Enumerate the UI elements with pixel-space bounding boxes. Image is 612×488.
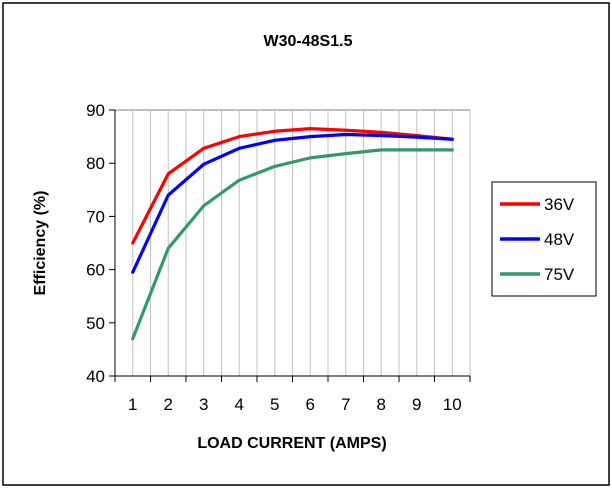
legend-label-48V: 48V — [544, 230, 575, 249]
y-tick-label: 50 — [86, 314, 105, 333]
legend: 36V 48V 75V — [491, 181, 597, 297]
y-tick-label: 80 — [86, 154, 105, 173]
x-tick-label: 10 — [443, 395, 462, 414]
x-tick-label: 8 — [377, 395, 386, 414]
tick-labels: 40 50 60 70 80 90 1 2 3 4 5 6 7 8 9 10 — [86, 101, 462, 414]
legend-label-75V: 75V — [544, 265, 575, 284]
axes — [109, 109, 471, 382]
y-tick-label: 60 — [86, 261, 105, 280]
series-line-36V — [131, 127, 454, 245]
x-tick-label: 2 — [164, 395, 173, 414]
x-tick-label: 1 — [128, 395, 137, 414]
x-axis-label: LOAD CURRENT (AMPS) — [197, 435, 386, 452]
x-tick-label: 6 — [306, 395, 315, 414]
plot-area — [109, 109, 471, 382]
x-tick-label: 9 — [412, 395, 421, 414]
y-tick-label: 40 — [86, 367, 105, 386]
y-tick-label: 90 — [86, 101, 105, 120]
chart-title: W30-48S1.5 — [264, 33, 353, 50]
y-tick-label: 70 — [86, 207, 105, 226]
x-tick-label: 7 — [341, 395, 350, 414]
y-axis-label: Efficiency (%) — [32, 191, 49, 296]
x-tick-label: 5 — [270, 395, 279, 414]
x-tick-label: 3 — [199, 395, 208, 414]
series-lines — [131, 127, 454, 341]
series-line-48V — [131, 132, 454, 274]
series-line-75V — [131, 148, 454, 341]
legend-label-36V: 36V — [544, 195, 575, 214]
x-tick-label: 4 — [235, 395, 244, 414]
